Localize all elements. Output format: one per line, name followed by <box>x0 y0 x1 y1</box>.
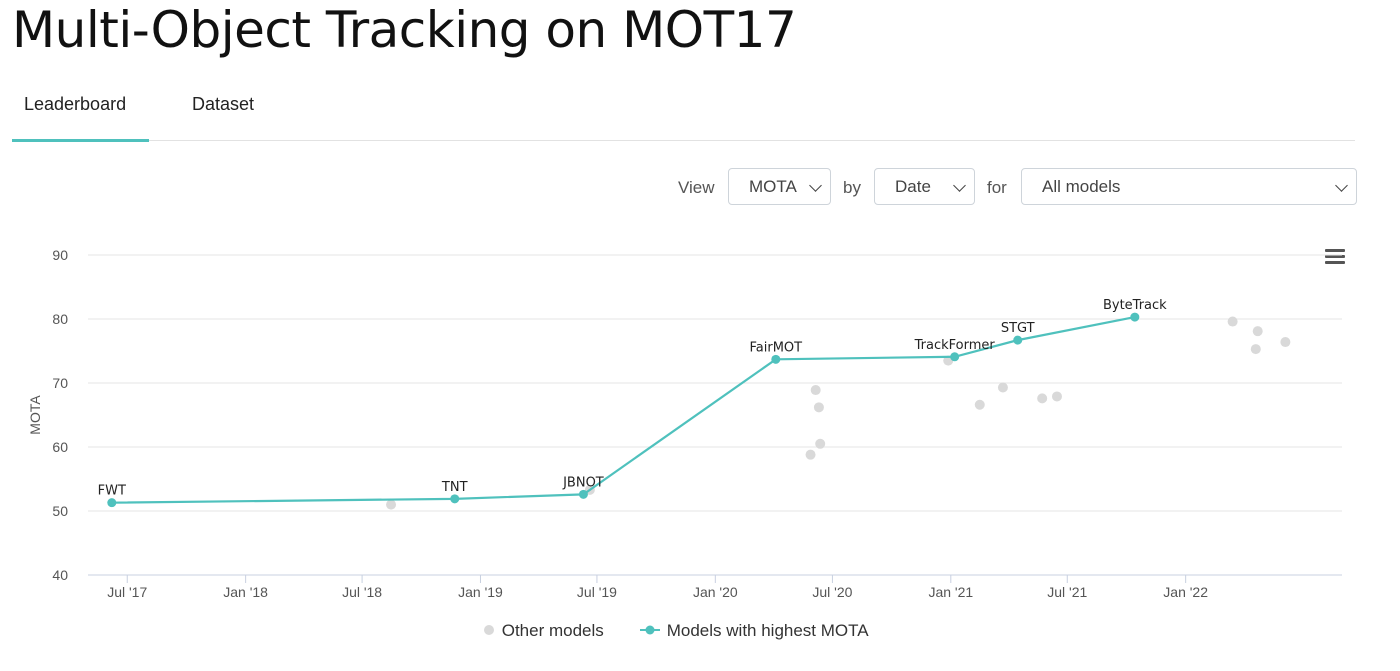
metric-select-value: MOTA <box>749 177 797 196</box>
best-model-label: FWT <box>98 484 126 499</box>
best-model-point <box>1013 335 1023 345</box>
best-model-point <box>578 489 588 499</box>
x-tick-label: Jul '18 <box>342 584 382 600</box>
chevron-down-icon <box>1335 179 1348 192</box>
x-tick-label: Jul '19 <box>577 584 617 600</box>
view-label: View <box>678 178 715 197</box>
x-tick-label: Jan '21 <box>928 584 973 600</box>
other-model-point <box>1250 344 1261 355</box>
legend-other-marker <box>484 625 494 635</box>
other-model-point <box>815 438 826 449</box>
axis-select-value: Date <box>895 177 931 196</box>
chevron-down-icon <box>809 179 822 192</box>
tab-leaderboard[interactable]: Leaderboard <box>24 94 127 114</box>
y-axis-title: MOTA <box>27 395 43 435</box>
x-tick-label: Jul '21 <box>1047 584 1087 600</box>
other-model-point <box>997 382 1008 393</box>
other-model-point <box>974 399 985 410</box>
x-tick-label: Jul '17 <box>107 584 147 600</box>
legend-other[interactable]: Other models <box>483 621 604 641</box>
y-tick-label: 80 <box>52 311 68 327</box>
chevron-down-icon <box>953 179 966 192</box>
page-title: Multi-Object Tracking on MOT17 <box>12 1 797 59</box>
other-model-point <box>1037 393 1048 404</box>
y-tick-label: 50 <box>52 503 68 519</box>
x-tick-label: Jan '22 <box>1163 584 1208 600</box>
best-model-point <box>1130 312 1140 322</box>
x-tick-label: Jan '20 <box>693 584 738 600</box>
other-model-point <box>1252 326 1263 337</box>
model-filter-select[interactable]: All models <box>1021 168 1357 205</box>
legend-highest-label: Models with highest MOTA <box>666 621 869 640</box>
best-model-label: TrackFormer <box>914 338 996 353</box>
best-model-label: FairMOT <box>749 340 802 355</box>
y-tick-label: 70 <box>52 375 68 391</box>
other-model-point <box>386 499 397 510</box>
other-model-point <box>805 449 816 460</box>
legend-highest[interactable]: Models with highest MOTA <box>640 621 869 641</box>
best-model-point <box>107 498 117 508</box>
best-model-point <box>450 494 460 504</box>
other-model-point <box>1051 391 1062 402</box>
legend-highest-marker <box>640 625 660 635</box>
for-label: for <box>987 178 1007 197</box>
x-tick-label: Jan '19 <box>458 584 503 600</box>
best-model-point <box>950 352 960 362</box>
tab-bar: Leaderboard Dataset <box>12 80 1355 142</box>
best-model-label: JBNOT <box>562 475 604 490</box>
other-model-point <box>810 385 821 396</box>
chart-menu-icon[interactable] <box>1325 249 1345 265</box>
axis-select[interactable]: Date <box>874 168 975 205</box>
other-model-point <box>813 402 824 413</box>
y-tick-label: 40 <box>52 567 68 583</box>
y-tick-label: 60 <box>52 439 68 455</box>
mota-chart: 40 50 60 70 80 90 Jul '17 Jan '18 Jul '18 Jan '19… <box>27 247 1342 600</box>
model-filter-value: All models <box>1042 177 1121 196</box>
y-tick-label: 90 <box>52 247 68 263</box>
metric-select[interactable]: MOTA <box>728 168 831 205</box>
best-model-label: STGT <box>1001 321 1035 336</box>
other-model-point <box>1280 337 1291 348</box>
legend-other-label: Other models <box>501 621 604 640</box>
x-tick-label: Jul '20 <box>812 584 852 600</box>
active-tab-indicator <box>12 139 149 142</box>
best-model-label: ByteTrack <box>1103 298 1167 313</box>
best-model-label: TNT <box>441 480 468 495</box>
best-model-point <box>771 354 781 364</box>
tab-dataset[interactable]: Dataset <box>192 94 255 114</box>
by-label: by <box>843 178 861 197</box>
other-model-point <box>1227 316 1238 327</box>
x-tick-label: Jan '18 <box>223 584 268 600</box>
